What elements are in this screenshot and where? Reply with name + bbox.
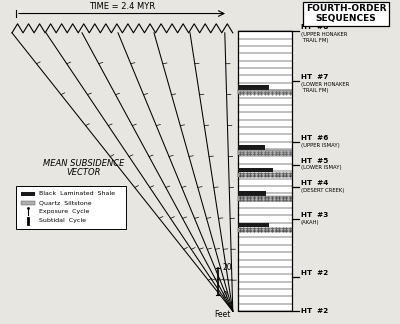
Text: (LOWER HONAKER
 TRAIL FM): (LOWER HONAKER TRAIL FM) — [301, 82, 349, 93]
Text: Feet: Feet — [214, 309, 230, 318]
Text: TIME = 2.4 MYR: TIME = 2.4 MYR — [89, 2, 155, 11]
Bar — [16, 186, 126, 229]
Text: VECTOR: VECTOR — [67, 168, 101, 177]
Text: HT  #3: HT #3 — [301, 213, 328, 218]
Text: HT  #2: HT #2 — [301, 308, 328, 314]
Bar — [238, 196, 292, 201]
Text: HT  #8: HT #8 — [301, 24, 328, 30]
Bar — [21, 201, 35, 205]
Bar — [238, 168, 273, 172]
Bar — [238, 150, 292, 155]
Text: HT  #4: HT #4 — [301, 180, 328, 186]
Text: FOURTH-ORDER
SEQUENCES: FOURTH-ORDER SEQUENCES — [306, 4, 386, 23]
Text: HT  #7: HT #7 — [301, 74, 328, 80]
Bar — [238, 228, 292, 232]
Bar — [21, 192, 35, 196]
Bar — [238, 85, 269, 90]
Text: (DESERT CREEK): (DESERT CREEK) — [301, 188, 344, 193]
Text: (AKAH): (AKAH) — [301, 220, 320, 225]
Text: Quartz  Siltstone: Quartz Siltstone — [39, 200, 92, 205]
Bar — [238, 90, 292, 94]
Bar — [238, 173, 292, 177]
Bar — [238, 31, 292, 311]
Text: Subtidal  Cycle: Subtidal Cycle — [39, 218, 86, 223]
Text: 0: 0 — [223, 291, 228, 300]
Text: Exposure  Cycle: Exposure Cycle — [39, 209, 89, 214]
Text: MEAN SUBSIDENCE: MEAN SUBSIDENCE — [43, 159, 125, 168]
Text: 20: 20 — [223, 263, 232, 272]
Bar — [238, 145, 265, 150]
Text: HT  #5: HT #5 — [301, 158, 328, 164]
Text: (UPPER ISMAY): (UPPER ISMAY) — [301, 143, 340, 148]
Text: Black  Laminated  Shale: Black Laminated Shale — [39, 191, 115, 196]
Text: HT  #2: HT #2 — [301, 271, 328, 276]
Bar — [238, 191, 266, 196]
Text: (UPPER HONAKER
 TRAIL FM): (UPPER HONAKER TRAIL FM) — [301, 32, 347, 43]
Text: (LOWER ISMAY): (LOWER ISMAY) — [301, 165, 342, 170]
Bar — [238, 223, 269, 227]
Text: HT  #6: HT #6 — [301, 135, 328, 141]
